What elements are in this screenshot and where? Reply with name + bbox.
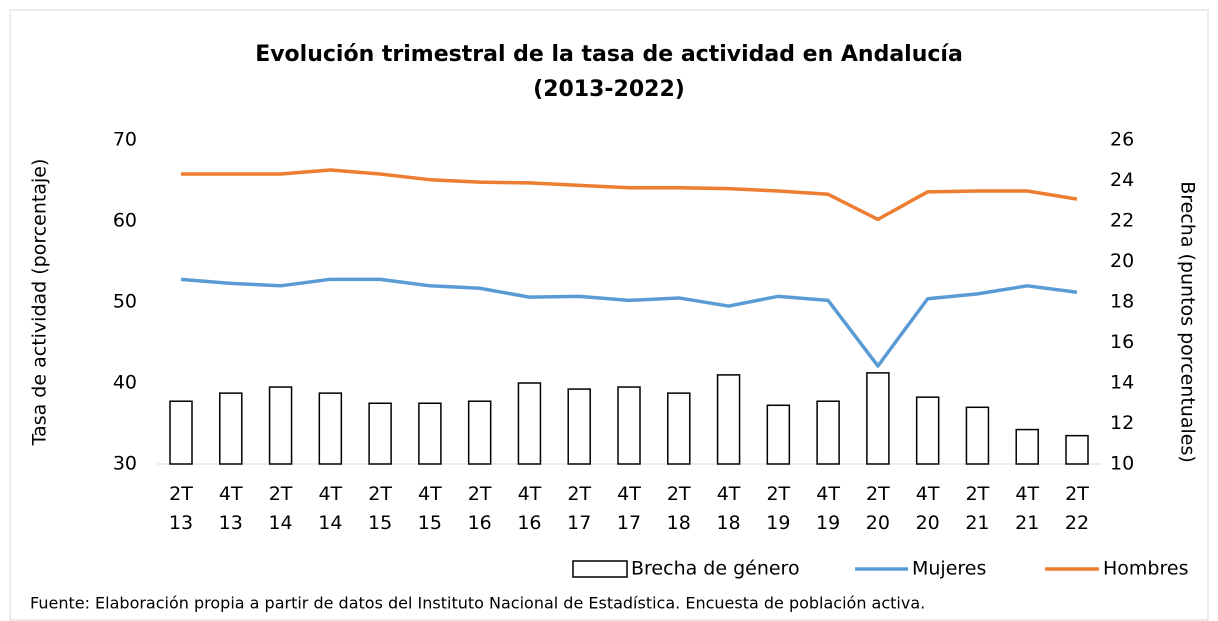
bar (1015, 428, 1039, 465)
source-note: Fuente: Elaboración propia a partir de d… (30, 594, 925, 613)
bar (169, 400, 193, 465)
bar (368, 402, 392, 465)
x-tick-label: 2T 16 (467, 483, 492, 534)
y2-tick-label: 22 (1110, 210, 1134, 232)
bar (219, 392, 243, 465)
bar (1065, 434, 1089, 465)
x-tick-label: 2T 20 (865, 483, 890, 534)
bar (467, 400, 492, 465)
y2-tick-label: 14 (1110, 372, 1134, 394)
x-tick-label: 4T 15 (417, 483, 442, 534)
bar (915, 396, 940, 465)
y2-tick-label: 24 (1110, 169, 1134, 191)
x-tick-label: 2T 15 (368, 483, 393, 534)
frame (9, 9, 1209, 621)
x-tick-label: 4T 14 (318, 483, 343, 534)
y2-axis-label: Brecha (puntos porcentuales) (1177, 181, 1199, 463)
legend-label: Brecha de género (631, 558, 800, 580)
bar (816, 400, 840, 465)
y-tick-label: 60 (113, 210, 137, 232)
bar (418, 402, 442, 465)
bar (866, 372, 890, 465)
legend-swatch (572, 560, 628, 578)
y2-tick-label: 26 (1110, 129, 1134, 151)
x-tick-label: 2T 18 (666, 483, 691, 534)
x-tick-label: 2T 21 (965, 483, 990, 534)
bar (766, 404, 791, 465)
bar (716, 374, 741, 465)
bar (667, 392, 691, 465)
y-tick-label: 70 (113, 129, 137, 151)
y2-tick-label: 20 (1110, 250, 1134, 272)
x-tick-label: 4T 17 (616, 483, 642, 534)
bar (517, 382, 542, 465)
bar (318, 392, 343, 465)
x-tick-label: 4T 16 (517, 483, 542, 534)
x-tick-label: 4T 18 (716, 483, 741, 534)
bar (268, 386, 293, 465)
y-tick-label: 40 (113, 372, 137, 394)
x-tick-label: 4T 19 (816, 483, 841, 534)
legend-label: Hombres (1103, 558, 1188, 580)
x-tick-label: 4T 20 (915, 483, 940, 534)
line (180, 277, 1078, 368)
x-tick-label: 2T 17 (567, 483, 592, 534)
x-tick-label: 2T 19 (766, 483, 791, 534)
y2-tick-label: 18 (1110, 291, 1134, 313)
x-tick-label: 4T 21 (1015, 483, 1040, 534)
y2-tick-label: 10 (1110, 453, 1134, 475)
x-tick-label: 4T 13 (218, 483, 243, 534)
chart-subtitle: (2013-2022) (533, 77, 685, 102)
y2-tick-label: 12 (1110, 412, 1134, 434)
bar (617, 386, 641, 465)
legend-label: Mujeres (912, 558, 986, 580)
y-axis-label: Tasa de actividad (porcentaje) (29, 159, 51, 447)
x-tick-label: 2T 13 (168, 483, 194, 534)
chart-title: Evolución trimestral de la tasa de activ… (255, 42, 963, 67)
y-tick-label: 30 (113, 453, 137, 475)
bar (567, 388, 591, 465)
bar (965, 406, 990, 465)
line (181, 168, 1078, 222)
y2-tick-label: 16 (1110, 331, 1134, 353)
y-tick-label: 50 (113, 291, 137, 313)
x-tick-label: 2T 14 (268, 483, 293, 534)
x-tick-label: 2T 22 (1064, 483, 1090, 534)
